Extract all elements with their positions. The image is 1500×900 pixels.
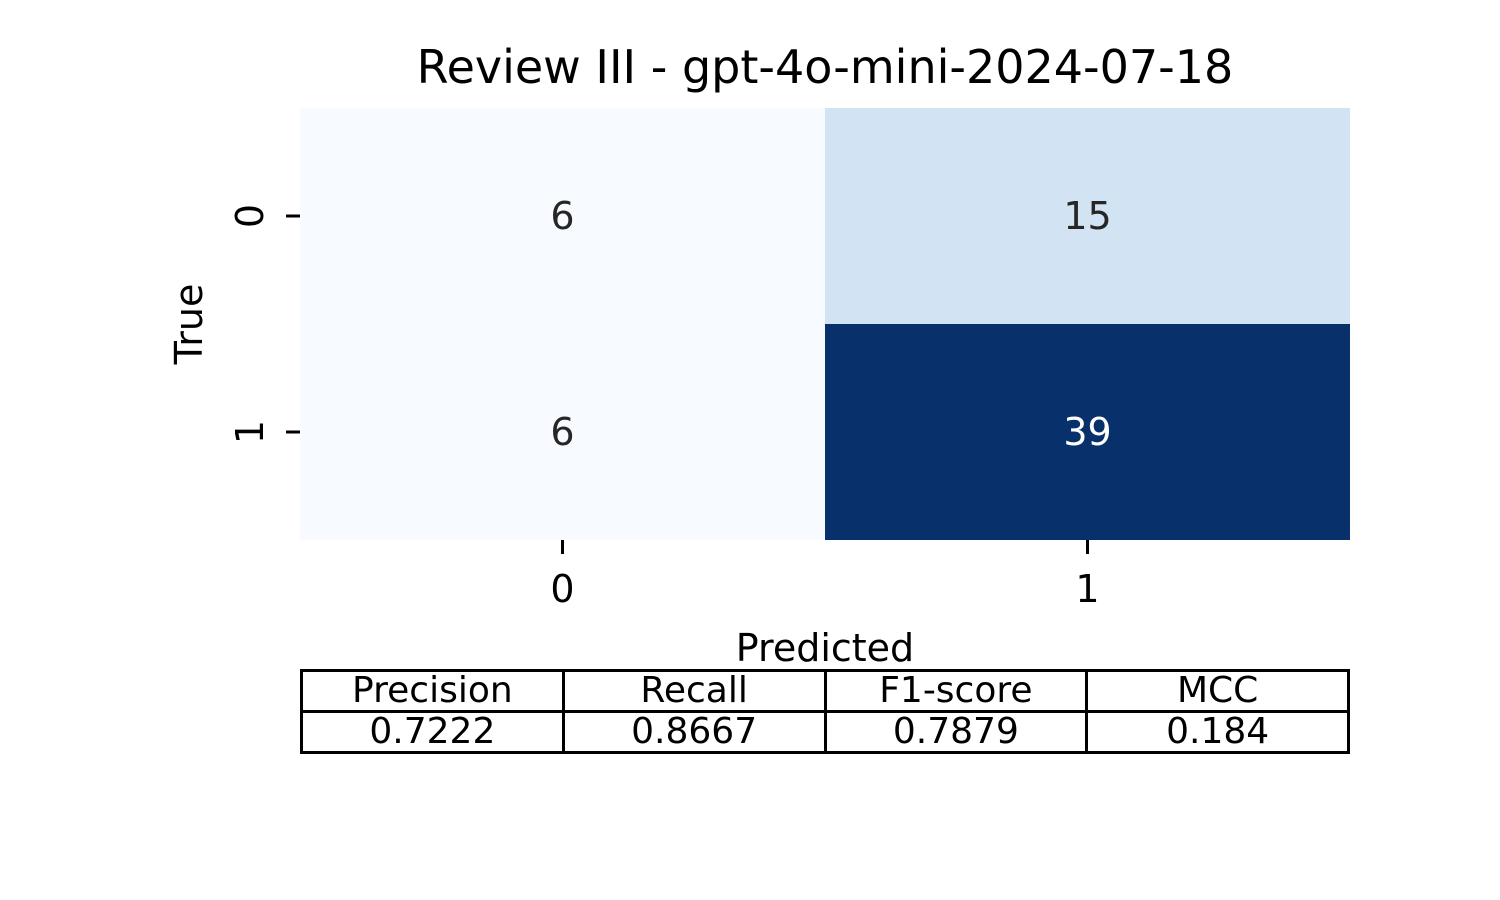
metrics-table: Precision Recall F1-score MCC 0.7222 0.8… (300, 669, 1350, 754)
precision-header: Precision (300, 669, 565, 713)
metrics-header-row: Precision Recall F1-score MCC (300, 669, 1350, 713)
heatmap-cell-r0-c0 (300, 108, 825, 324)
x-tick-label-0: 0 (550, 567, 574, 611)
mcc-value: 0.184 (1085, 710, 1350, 754)
heatmap-cell-r0-c1 (825, 108, 1350, 324)
axis-ticks: 0 1 0 1 (228, 204, 1100, 611)
mcc-header: MCC (1085, 669, 1350, 713)
cell-value-r0-c0: 6 (550, 194, 574, 238)
heatmap-cell-labels: 6 15 6 39 (550, 194, 1111, 454)
cell-value-r0-c1: 15 (1063, 194, 1111, 238)
x-tick-label-1: 1 (1075, 567, 1099, 611)
heatmap-cell-r1-c1 (825, 324, 1350, 540)
f1-score-value: 0.7879 (823, 710, 1089, 754)
precision-value: 0.7222 (300, 710, 565, 754)
cell-value-r1-c0: 6 (550, 410, 574, 454)
f1-score-header: F1-score (823, 669, 1089, 713)
heatmap-cell-r1-c0 (300, 324, 825, 540)
y-axis-label: True (167, 284, 211, 366)
metrics-value-row: 0.7222 0.8667 0.7879 0.184 (300, 710, 1350, 754)
y-tick-label-1: 1 (228, 420, 272, 444)
chart-title: Review III - gpt-4o-mini-2024-07-18 (417, 40, 1234, 94)
x-axis-label: Predicted (736, 626, 914, 670)
cell-value-r1-c1: 39 (1063, 410, 1111, 454)
heatmap-cells (300, 108, 1350, 540)
recall-header: Recall (561, 669, 827, 713)
recall-value: 0.8667 (561, 710, 827, 754)
y-tick-label-0: 0 (228, 204, 272, 228)
